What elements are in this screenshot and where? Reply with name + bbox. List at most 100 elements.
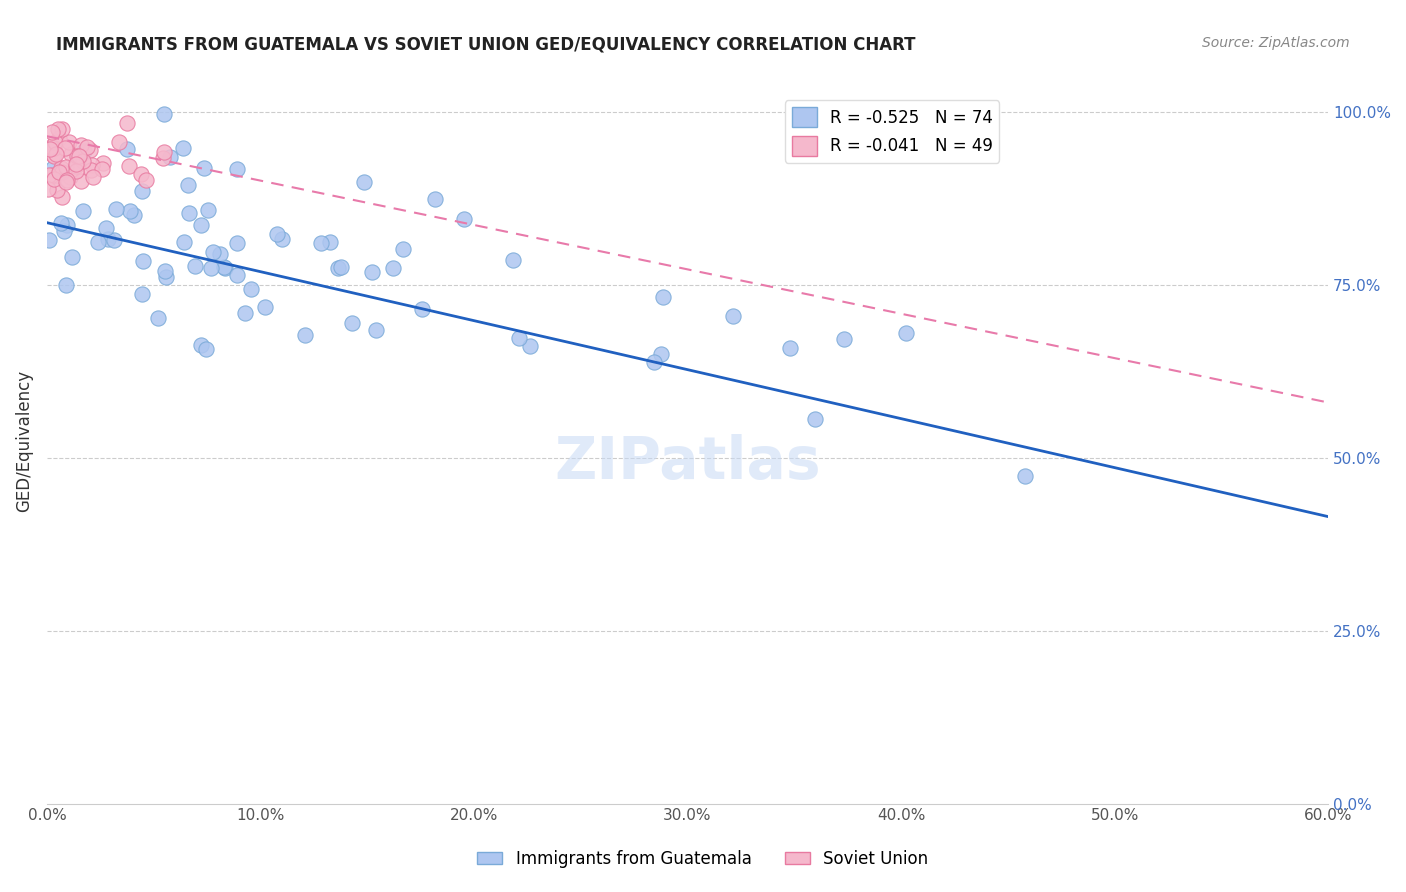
Point	[65, 164, 87, 178]
Legend: Immigrants from Guatemala, Soviet Union: Immigrants from Guatemala, Soviet Union	[471, 844, 935, 875]
Point	[55, 160, 77, 174]
Point	[41, 125, 63, 139]
Point	[721, 309, 744, 323]
Point	[391, 242, 413, 256]
Point	[97, 232, 120, 246]
Point	[155, 269, 177, 284]
Point	[41, 169, 63, 183]
Point	[129, 167, 152, 181]
Point	[311, 236, 333, 251]
Point	[361, 265, 384, 279]
Point	[132, 254, 155, 268]
Point	[55, 173, 77, 187]
Point	[69, 138, 91, 153]
Point	[190, 337, 212, 351]
Point	[115, 142, 138, 156]
Point	[193, 161, 215, 175]
Point	[91, 156, 114, 170]
Point	[39, 142, 62, 156]
Point	[519, 339, 541, 353]
Point	[55, 277, 77, 292]
Point	[51, 190, 73, 204]
Point	[172, 141, 194, 155]
Point	[39, 140, 62, 154]
Point	[55, 175, 77, 189]
Point	[51, 122, 73, 136]
Point	[330, 260, 353, 274]
Point	[49, 216, 72, 230]
Point	[108, 136, 131, 150]
Point	[340, 316, 363, 330]
Point	[804, 412, 827, 426]
Point	[319, 235, 342, 249]
Point	[148, 310, 170, 325]
Point	[353, 175, 375, 189]
Point	[72, 153, 94, 168]
Point	[225, 161, 247, 176]
Point	[94, 221, 117, 235]
Point	[45, 147, 67, 161]
Point	[59, 170, 82, 185]
Point	[453, 211, 475, 226]
Point	[197, 203, 219, 218]
Point	[117, 116, 139, 130]
Point	[779, 341, 801, 355]
Point	[79, 162, 101, 177]
Point	[411, 302, 433, 317]
Y-axis label: GED/Equivalency: GED/Equivalency	[15, 369, 32, 512]
Point	[651, 290, 673, 304]
Point	[53, 224, 76, 238]
Point	[42, 171, 65, 186]
Point	[214, 260, 236, 275]
Point	[118, 159, 141, 173]
Point	[38, 233, 60, 247]
Point	[122, 208, 145, 222]
Point	[643, 354, 665, 368]
Point	[200, 261, 222, 276]
Point	[382, 260, 405, 275]
Point	[328, 260, 350, 275]
Point	[65, 149, 87, 163]
Point	[202, 244, 225, 259]
Point	[1014, 468, 1036, 483]
Point	[233, 306, 256, 320]
Point	[650, 347, 672, 361]
Point	[423, 192, 446, 206]
Point	[131, 287, 153, 301]
Point	[159, 150, 181, 164]
Point	[46, 122, 69, 136]
Point	[90, 162, 112, 177]
Point	[502, 253, 524, 268]
Point	[184, 260, 207, 274]
Point	[366, 323, 388, 337]
Point	[80, 157, 103, 171]
Point	[46, 183, 69, 197]
Point	[104, 202, 127, 217]
Point	[48, 164, 70, 178]
Point	[72, 204, 94, 219]
Point	[65, 156, 87, 170]
Point	[195, 342, 218, 356]
Point	[48, 131, 70, 145]
Point	[190, 218, 212, 232]
Point	[118, 204, 141, 219]
Point	[82, 169, 104, 184]
Point	[294, 328, 316, 343]
Point	[832, 332, 855, 346]
Point	[214, 260, 236, 274]
Point	[44, 141, 66, 155]
Point	[131, 184, 153, 198]
Point	[87, 235, 110, 249]
Point	[65, 160, 87, 174]
Point	[44, 136, 66, 150]
Point	[152, 107, 174, 121]
Point	[152, 151, 174, 165]
Point	[225, 236, 247, 251]
Point	[253, 300, 276, 314]
Point	[173, 235, 195, 249]
Point	[72, 145, 94, 159]
Point	[239, 282, 262, 296]
Point	[271, 232, 294, 246]
Point	[42, 148, 65, 162]
Point	[208, 247, 231, 261]
